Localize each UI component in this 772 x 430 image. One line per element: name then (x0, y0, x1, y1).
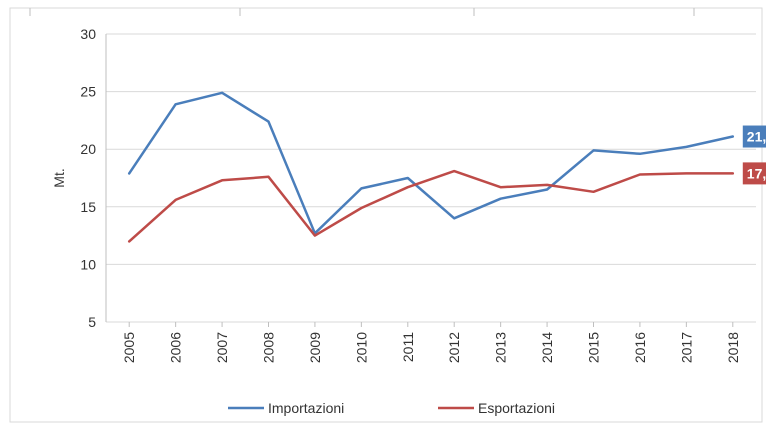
y-tick-label: 10 (80, 256, 96, 272)
x-tick-label: 2018 (725, 332, 741, 363)
legend: Importazioni Esportazioni (228, 400, 555, 416)
x-tick-label: 2005 (121, 332, 137, 363)
legend-label: Importazioni (268, 400, 344, 416)
x-tick-label: 2017 (678, 332, 694, 363)
x-tick-label: 2011 (400, 332, 416, 362)
end-label-box (742, 125, 766, 148)
y-axis-title: Mt. (51, 168, 67, 187)
x-tick-label: 2016 (632, 332, 648, 363)
end-label-text: 21,1 (747, 129, 772, 145)
end-label-layer: 21,1 17,9 (742, 125, 772, 185)
legend-label: Esportazioni (478, 400, 555, 416)
y-tick-label: 30 (80, 26, 96, 42)
x-tick-label: 2007 (214, 332, 230, 363)
x-tick-label: 2012 (446, 332, 462, 363)
end-label-box (742, 162, 766, 185)
grid-layer (106, 33, 756, 323)
x-tick-label: 2009 (307, 332, 323, 363)
series-line-importazioni (127, 91, 735, 235)
x-tick-label: 2013 (493, 332, 509, 363)
series-layer (127, 91, 735, 243)
y-tick-label: 25 (80, 84, 96, 100)
chart-frame (9, 7, 763, 423)
x-tick-label: 2015 (586, 332, 602, 363)
end-label-text: 17,9 (747, 165, 772, 181)
series-line-esportazioni (127, 169, 735, 243)
y-tick-label: 15 (80, 199, 96, 215)
x-tick-label: 2006 (168, 332, 184, 363)
x-tick-label: 2014 (539, 332, 555, 363)
x-tick-label: 2010 (353, 332, 369, 363)
y-tick-label: 20 (80, 141, 96, 157)
axis-layer: 5 10 15 20 25 30 Mt. 2005 2006 2007 2008 2009 2010 20… (51, 26, 741, 363)
y-tick-label: 5 (88, 314, 96, 330)
x-tick-label: 2008 (261, 332, 277, 363)
